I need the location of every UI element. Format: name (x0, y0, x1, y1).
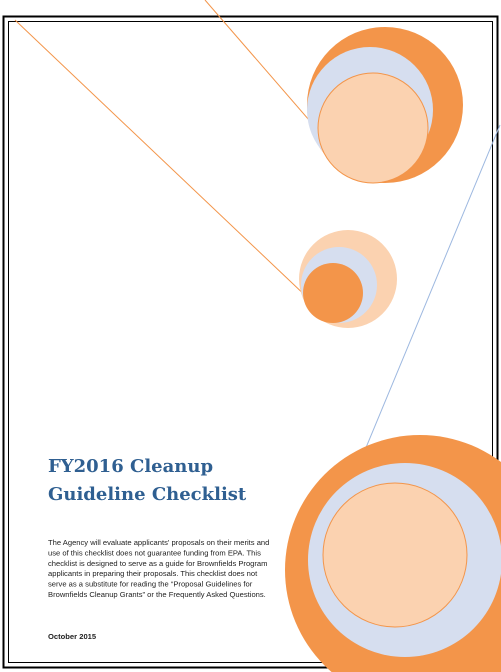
body-line: serve as a substitute for reading the “P… (48, 580, 253, 589)
body-line: Brownfields Cleanup Grants” or the Frequ… (48, 590, 266, 599)
cover-page: FY2016 Cleanup Guideline Checklist The A… (0, 0, 501, 672)
date: October 2015 (48, 632, 97, 641)
body-line: applicants in preparing their proposals.… (48, 569, 258, 578)
body-line: use of this checklist does not guarantee… (48, 548, 261, 557)
circle-group-middle (299, 230, 397, 328)
title-line: FY2016 Cleanup (48, 456, 213, 477)
circle (318, 73, 428, 183)
body-line: The Agency will evaluate applicants' pro… (48, 538, 269, 547)
circle-group-top (307, 27, 463, 183)
circle (303, 263, 363, 323)
title-line: Guideline Checklist (48, 484, 247, 505)
circle (323, 483, 467, 627)
page: FY2016 Cleanup Guideline Checklist The A… (0, 0, 501, 672)
body-line: checklist is designed to serve as a guid… (48, 559, 267, 568)
